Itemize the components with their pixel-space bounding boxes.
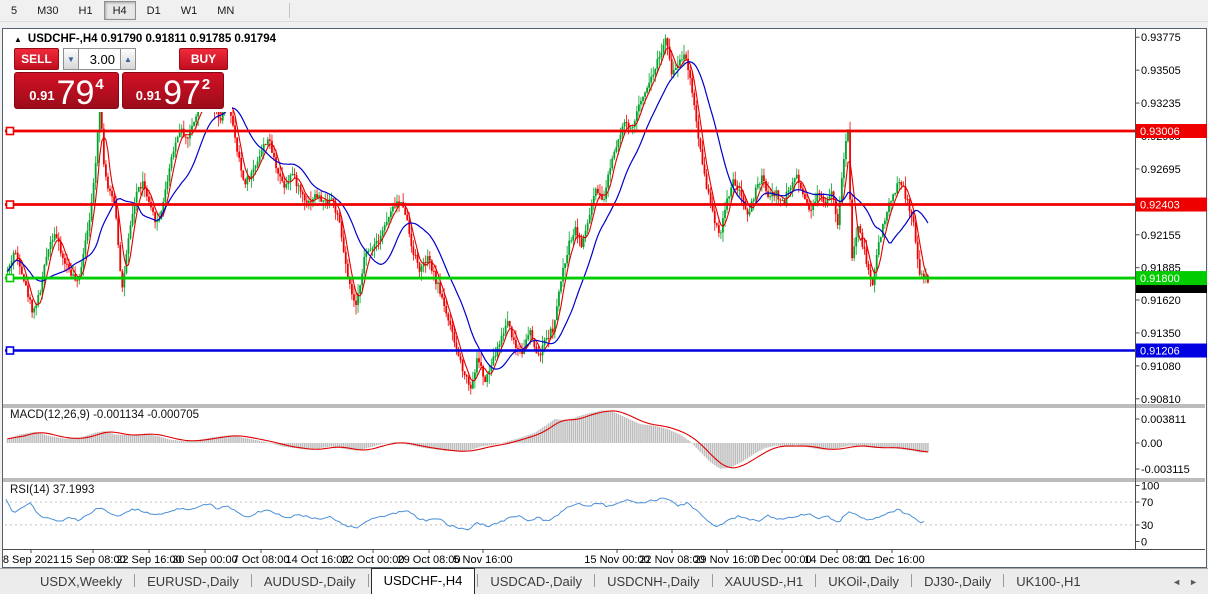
volume-decrease-button[interactable]: ▼ [63, 48, 78, 70]
timeframe-button-5[interactable]: 5 [11, 4, 18, 17]
timeframe-button-w1[interactable]: W1 [180, 4, 198, 17]
rsi-indicator-label: RSI(14) 37.1993 [10, 484, 95, 496]
bid-price-big-digits: 79 [56, 74, 95, 112]
tab-divider [711, 574, 713, 587]
bid-price-button[interactable]: 0.91 79 4 [14, 72, 119, 112]
timeframe-button-m30[interactable]: M30 [37, 4, 59, 17]
tab-usdx-weekly[interactable]: USDX,Weekly [40, 574, 123, 589]
tab-divider [1003, 574, 1005, 587]
tab-divider [134, 574, 136, 587]
timeframe-button-h4[interactable]: H4 [103, 1, 136, 20]
bid-price-prefix: 0.91 [29, 88, 55, 103]
timeframe-button-d1[interactable]: D1 [146, 4, 161, 17]
bid-price-pip-digit: 4 [95, 76, 104, 93]
timeframe-button-h1[interactable]: H1 [78, 4, 93, 17]
tab-usdcnh-daily[interactable]: USDCNH-,Daily [607, 574, 700, 589]
tab-eurusd-daily[interactable]: EURUSD-,Daily [147, 574, 239, 589]
ask-price-pip-digit: 2 [201, 76, 211, 93]
chart-title: USDCHF-,H4 0.91790 0.91811 0.91785 0.917… [27, 33, 276, 45]
tab-divider [815, 574, 817, 587]
ask-price-big-digits: 97 [163, 74, 201, 112]
volume-increase-button[interactable]: ▲ [121, 48, 136, 70]
tab-ukoil-daily[interactable]: UKOil-,Daily [828, 574, 900, 589]
tab-divider [594, 574, 596, 587]
chart-tab-bar: USDX,Weekly EURUSD-,Daily AUDUSD-,Daily USD… [0, 568, 1208, 594]
tab-divider [911, 574, 913, 587]
ask-price-button[interactable]: 0.91 97 2 [122, 72, 224, 112]
buy-button[interactable]: BUY [179, 48, 228, 70]
volume-input[interactable] [78, 48, 121, 70]
chart-title-row: ▲ USDCHF-,H4 0.91790 0.91811 0.91785 0.9… [14, 31, 276, 47]
ask-price-prefix: 0.91 [135, 88, 162, 103]
tab-uk100-h1[interactable]: UK100-,H1 [1016, 574, 1081, 589]
one-click-trading-panel: ▲ USDCHF-,H4 0.91790 0.91811 0.91785 0.9… [10, 29, 276, 112]
tab-usdchf-h4[interactable]: USDCHF-,H4 [370, 568, 476, 594]
sell-button[interactable]: SELL [14, 48, 59, 70]
tab-scroll-right-icon[interactable]: ► [1189, 577, 1198, 587]
tab-divider [367, 574, 369, 587]
timeframe-button-mn[interactable]: MN [217, 4, 235, 17]
tab-xauusd-h1[interactable]: XAUUSD-,H1 [724, 574, 804, 589]
timeframe-toolbar: 5 M30 H1 H4 D1 W1 MN [0, 0, 1208, 22]
tab-divider [477, 574, 479, 587]
tab-audusd-daily[interactable]: AUDUSD-,Daily [263, 574, 356, 589]
tab-scroll-arrows: ◄ ► [1172, 577, 1198, 587]
collapse-panel-icon[interactable]: ▲ [14, 34, 22, 44]
toolbar-separator [289, 3, 291, 18]
macd-indicator-label: MACD(12,26,9) -0.001134 -0.000705 [10, 409, 200, 421]
tab-divider [250, 574, 252, 587]
tab-usdcad-daily[interactable]: USDCAD-,Daily [490, 574, 583, 589]
tab-scroll-left-icon[interactable]: ◄ [1172, 577, 1182, 587]
tab-dj30-daily[interactable]: DJ30-,Daily [924, 574, 992, 589]
